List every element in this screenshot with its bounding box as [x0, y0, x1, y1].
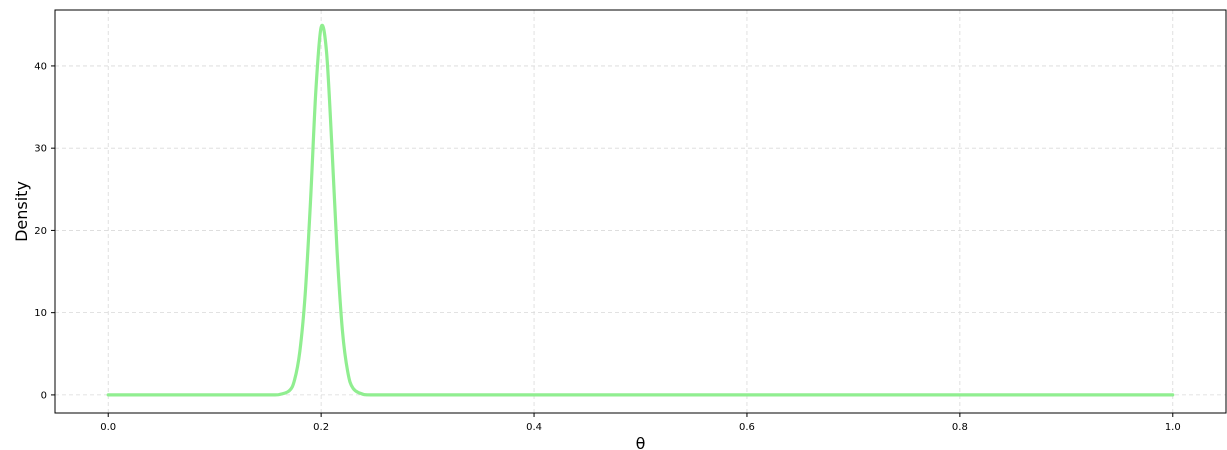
x-tick-label: 0.6 [739, 422, 755, 433]
plot-frame [54, 9, 1227, 414]
y-axis-label: Density [12, 181, 31, 242]
x-tick-label: 0.4 [526, 422, 542, 433]
y-tick-label: 30 [34, 144, 47, 155]
y-tick-label: 40 [34, 61, 47, 72]
x-axis-label: θ [636, 434, 646, 450]
y-tick-label: 20 [34, 226, 47, 237]
axis-ticks: 0.0 0.2 0.4 0.6 0.8 1.0 0 10 20 30 40 [34, 61, 1180, 433]
y-tick-label: 0 [41, 390, 47, 401]
x-tick-label: 0.2 [313, 422, 329, 433]
x-tick-label: 0.8 [952, 422, 968, 433]
grid-lines [55, 10, 1226, 413]
series-layer [106, 23, 1175, 397]
y-tick-label: 10 [34, 308, 47, 319]
density-series-line [106, 23, 1175, 397]
x-tick-label: 0.0 [100, 422, 116, 433]
x-tick-label: 1.0 [1165, 422, 1181, 433]
